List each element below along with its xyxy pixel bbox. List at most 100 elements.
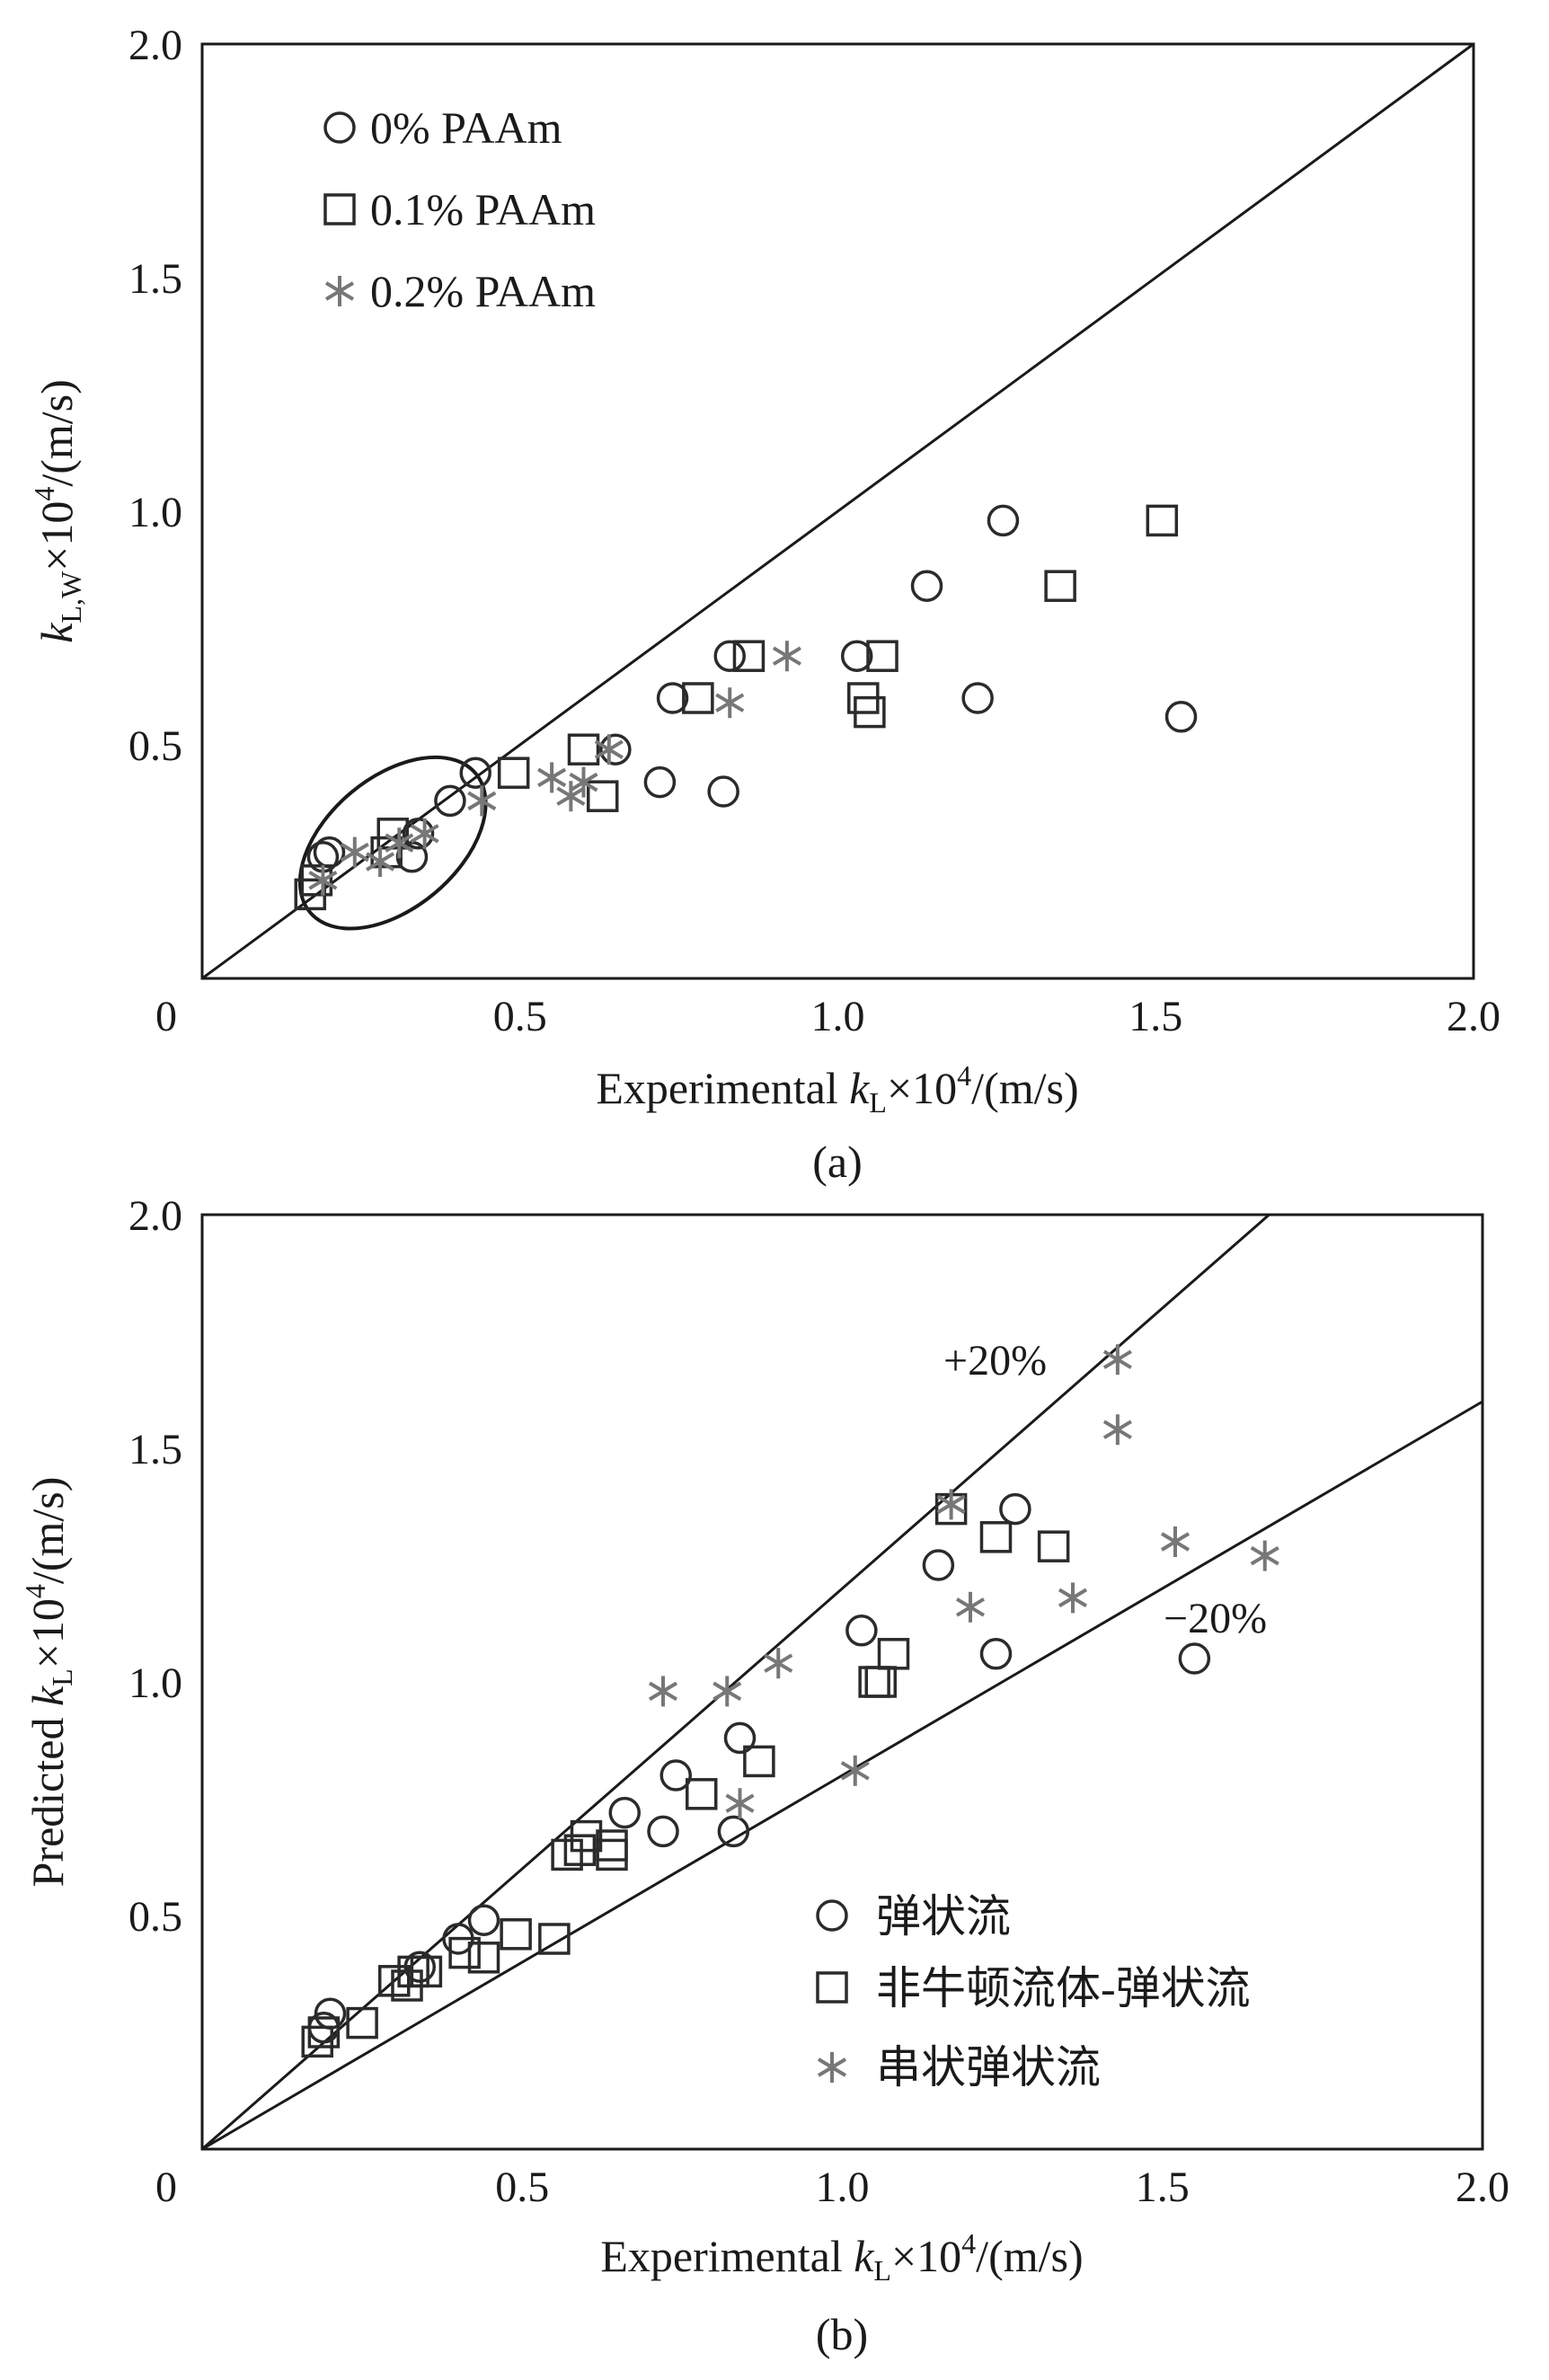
x-axis-label-b: Experimental kL×104/(m/s): [600, 2227, 1083, 2287]
legend-label-0-2pct: 0.2% PAAm: [370, 266, 596, 316]
data-point-circle: [999, 1492, 1031, 1526]
annotation-minus20: −20%: [1164, 1595, 1267, 1642]
data-point-asterisk: [955, 1591, 986, 1623]
data-points-a: [294, 504, 1198, 911]
chart-panel-b: 0 0.5 1.0 1.5 2.0 0.5 1.0 1.5 2.0 +20% −20% Pred…: [19, 1192, 1509, 2359]
data-point-asterisk: [385, 827, 414, 859]
data-point-square: [1146, 504, 1179, 537]
data-point-square: [732, 640, 766, 672]
reference-line-minus20: [201, 1400, 1483, 2151]
data-point-circle: [599, 733, 632, 765]
y-tick-label: 1.5: [128, 255, 182, 303]
data-point-asterisk: [936, 1489, 966, 1520]
data-point-circle: [659, 1759, 692, 1792]
data-point-asterisk: [537, 762, 567, 793]
y-tick-label: 2.0: [128, 1192, 182, 1240]
data-point-asterisk: [340, 836, 369, 868]
data-point-circle: [840, 640, 873, 672]
data-point-circle: [717, 1815, 750, 1848]
y-tick-label: 0.5: [128, 1893, 182, 1941]
y-tick-label: 1.0: [128, 489, 182, 536]
data-point-circle: [608, 1796, 641, 1829]
panel-caption-b: (b): [816, 2309, 868, 2359]
data-point-asterisk: [1102, 1344, 1132, 1376]
annotations-a: [297, 755, 488, 931]
legend-label-train-slug-flow: 串状弹状流: [876, 2042, 1101, 2092]
x-tick-label: 0.5: [493, 993, 547, 1040]
data-point-square: [301, 2025, 333, 2058]
data-point-circle: [922, 1549, 955, 1581]
x-tick-label: 1.5: [1129, 993, 1182, 1040]
y-axis-label-b: Predicted kL×104/(m/s): [19, 1477, 78, 1888]
x-tick-label: 1.5: [1136, 2163, 1190, 2211]
data-point-asterisk: [308, 864, 338, 896]
legend-label-non-newtonian: 非牛顿流体-弹状流: [876, 1963, 1251, 2013]
data-point-square: [686, 1778, 718, 1810]
data-point-asterisk: [725, 1788, 755, 1819]
x-tick-label: 0.5: [495, 2163, 549, 2211]
plot-frame-b: [200, 1213, 1484, 2151]
data-point-square: [567, 733, 600, 765]
x-tick-label: 1.0: [816, 2163, 870, 2211]
data-point-square: [500, 1918, 532, 1951]
chart-panel-a: 0 0.5 1.0 1.5 2.0 0.5 1.0 1.5 2.0 kL,W×104/(m/s)…: [28, 22, 1500, 1187]
data-point-circle: [313, 836, 346, 869]
data-point-circle: [1164, 701, 1198, 733]
legend-marker-square-a: [323, 193, 356, 226]
data-point-circle: [713, 640, 746, 672]
legend-a: 0% PAAm 0.1% PAAm 0.2% PAAm: [323, 102, 596, 316]
annotation-plus20: +20%: [943, 1337, 1047, 1385]
data-point-asterisk: [569, 766, 598, 798]
data-point-square: [410, 1955, 443, 1988]
legend-label-0-1pct: 0.1% PAAm: [370, 184, 596, 234]
data-point-asterisk: [772, 641, 801, 672]
data-point-asterisk: [1102, 1414, 1132, 1446]
legend-label-slug-flow: 弹状流: [876, 1891, 1011, 1942]
y-tick-label: 0.5: [128, 722, 182, 770]
data-point-circle: [707, 775, 739, 808]
data-point-square: [448, 1936, 481, 1969]
data-point-square: [743, 1745, 775, 1778]
reference-line-y-equals-x: [201, 42, 1474, 980]
legend-marker-square-b: [816, 1971, 848, 2004]
x-axis-label-a: Experimental kL×104/(m/s): [596, 1059, 1078, 1119]
data-point-square: [538, 1923, 571, 1955]
data-point-square: [596, 1829, 628, 1862]
y-tick-label: 2.0: [128, 22, 182, 69]
data-point-asterisk: [764, 1648, 793, 1679]
y-tick-label: 1.0: [128, 1659, 182, 1707]
data-point-asterisk: [467, 785, 497, 817]
data-point-asterisk: [1058, 1582, 1088, 1614]
legend-marker-circle-a: [323, 111, 356, 144]
data-point-square: [346, 2006, 378, 2039]
data-point-circle: [845, 1615, 878, 1647]
data-point-circle: [402, 818, 435, 850]
data-point-asterisk: [1250, 1540, 1279, 1571]
tick-labels-b: 0 0.5 1.0 1.5 2.0 0.5 1.0 1.5 2.0: [128, 1192, 1509, 2211]
data-point-circle: [987, 504, 1020, 537]
data-point-circle: [434, 784, 466, 818]
data-point-circle: [647, 1815, 679, 1848]
highlight-ellipse: [297, 755, 488, 931]
data-point-asterisk: [410, 818, 439, 849]
legend-marker-asterisk-a: [324, 276, 355, 306]
x-tick-label: 2.0: [1447, 993, 1500, 1040]
data-point-square: [858, 1666, 890, 1698]
data-point-square: [854, 695, 886, 729]
x-tick-label: 0: [155, 993, 177, 1040]
data-point-asterisk: [594, 734, 624, 765]
data-point-asterisk: [648, 1676, 678, 1707]
data-point-square: [307, 2016, 341, 2048]
data-point-asterisk: [1160, 1526, 1191, 1557]
data-points-b: [301, 1344, 1279, 2058]
data-point-square: [864, 1666, 897, 1698]
x-tick-label: 1.0: [811, 993, 865, 1040]
data-point-circle: [459, 756, 491, 789]
data-point-asterisk: [715, 687, 745, 719]
data-point-square: [979, 1521, 1013, 1553]
plot-frame-a: [200, 42, 1475, 980]
data-point-circle: [979, 1638, 1013, 1670]
data-point-square: [300, 864, 333, 897]
x-tick-label: 2.0: [1456, 2163, 1509, 2211]
